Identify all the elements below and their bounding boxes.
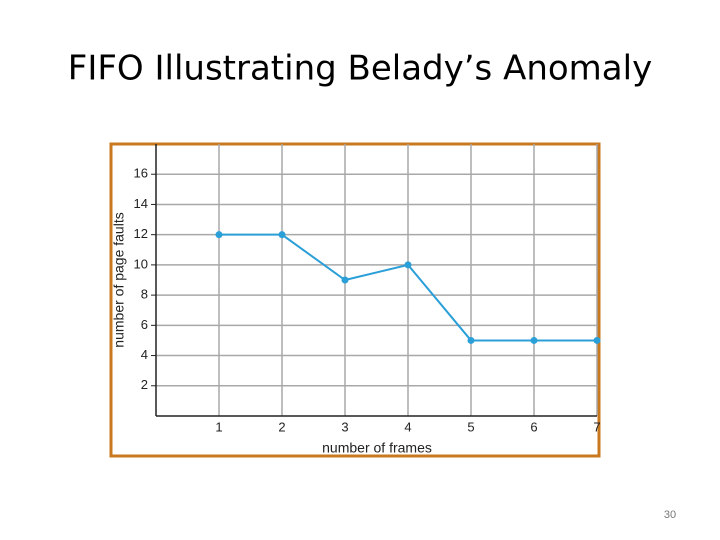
data-point	[404, 261, 412, 269]
page-number: 30	[664, 509, 676, 521]
data-point	[341, 276, 349, 284]
y-tick-label: 14	[134, 196, 148, 211]
y-tick-label: 2	[141, 377, 148, 392]
y-tick-label: 10	[134, 256, 148, 271]
data-point	[215, 231, 223, 239]
x-tick-label: 7	[593, 419, 600, 434]
y-tick-label: 12	[134, 226, 148, 241]
y-tick-label: 8	[141, 287, 148, 302]
x-axis-label: number of frames	[322, 440, 432, 456]
y-axis-label: number of page faults	[111, 212, 127, 347]
x-tick-label: 6	[530, 419, 537, 434]
y-tick-label: 16	[134, 166, 148, 181]
data-point	[278, 231, 286, 239]
x-tick-label: 3	[341, 419, 348, 434]
chart-frame	[109, 142, 601, 458]
x-tick-label: 1	[215, 419, 222, 434]
x-tick-label: 2	[278, 419, 285, 434]
x-tick-label: 5	[467, 419, 474, 434]
slide-title: FIFO Illustrating Belady’s Anomaly	[68, 49, 652, 89]
y-tick-label: 6	[141, 317, 148, 332]
y-tick-label: 4	[141, 347, 148, 362]
data-point	[467, 336, 475, 344]
data-point	[593, 336, 601, 344]
x-tick-label: 4	[404, 419, 411, 434]
data-point	[530, 336, 538, 344]
